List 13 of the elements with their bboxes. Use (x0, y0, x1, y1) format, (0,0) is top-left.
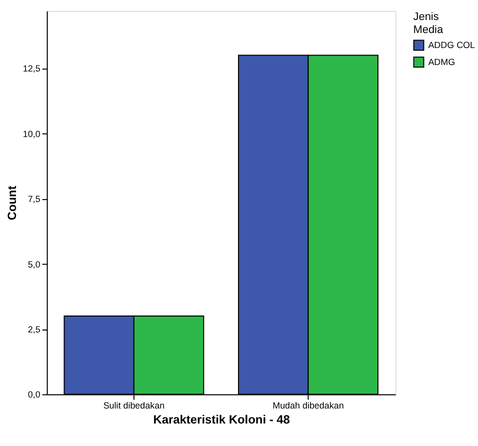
y-tick-label: 2,5 (28, 324, 40, 335)
y-axis-title: Count (4, 186, 19, 220)
legend-label: ADMG (428, 57, 456, 68)
y-tick-label: 0,0 (28, 390, 40, 400)
x-axis-title: Karakteristik Koloni - 48 (153, 412, 290, 427)
legend-title: Jenis Media (413, 10, 444, 36)
y-tick-label: 10,0 (22, 128, 40, 139)
x-tick-label: Sulit dibedakan (103, 400, 165, 411)
y-tick-label: 7,5 (28, 194, 40, 204)
x-tick-label: Mudah dibedakan (272, 400, 344, 411)
y-tick-label: 5,0 (28, 259, 40, 270)
legend-label: ADDG COL (428, 40, 475, 50)
y-tick-label: 12,5 (22, 64, 40, 74)
